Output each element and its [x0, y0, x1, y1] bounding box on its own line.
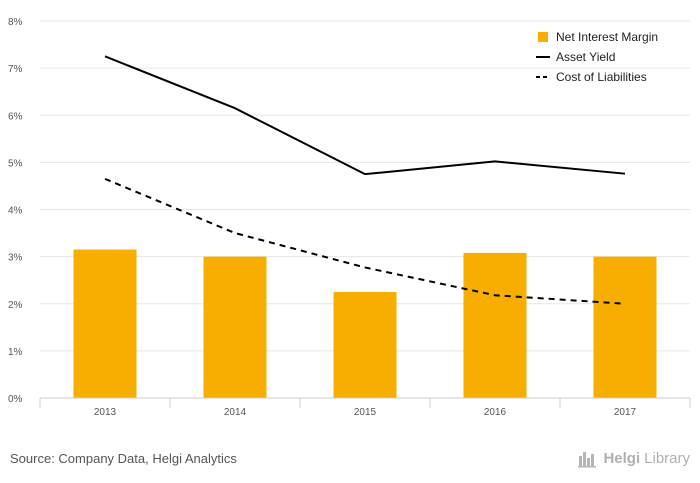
y-tick-label: 7% — [8, 64, 23, 75]
y-tick-label: 6% — [8, 111, 23, 122]
x-axis: 2013 2014 2015 2016 2017 — [39, 397, 691, 418]
legend: Net Interest Margin Asset Yield Cost of Li… — [536, 30, 658, 84]
legend-label: Net Interest Margin — [556, 30, 658, 44]
y-tick-label: 4% — [8, 206, 23, 217]
x-tick-label: 2014 — [224, 407, 247, 418]
grid — [40, 20, 690, 352]
source-note: Source: Company Data, Helgi Analytics — [10, 451, 237, 466]
bar-net-interest-margin — [73, 249, 137, 398]
bars — [73, 249, 657, 398]
y-axis-labels: 0% 1% 2% 3% 4% 5% 6% 7% 8% — [8, 17, 23, 405]
x-tick-label: 2016 — [484, 407, 507, 418]
lines — [104, 55, 626, 305]
helgi-library-logo-icon — [578, 452, 597, 468]
bar-net-interest-margin — [333, 291, 397, 398]
x-tick-label: 2017 — [614, 407, 637, 418]
y-tick-label: 2% — [8, 300, 23, 311]
legend-label: Asset Yield — [556, 50, 615, 64]
y-tick-label: 1% — [8, 347, 23, 358]
bar-net-interest-margin — [463, 252, 527, 398]
line-cost-of-liabilities — [104, 177, 626, 305]
brand-text-helgi: Helgi — [603, 449, 641, 467]
y-tick-label: 3% — [8, 253, 23, 264]
y-tick-label: 8% — [8, 17, 23, 28]
legend-swatch-net-interest-margin — [538, 32, 548, 42]
y-tick-label: 5% — [8, 158, 23, 169]
brand-logo: Helgi Library — [577, 448, 690, 468]
x-tick-label: 2013 — [94, 407, 117, 418]
y-tick-label: 0% — [8, 394, 23, 405]
bar-net-interest-margin — [593, 256, 657, 398]
bar-net-interest-margin — [203, 256, 267, 398]
line-asset-yield — [104, 55, 626, 176]
x-tick-label: 2015 — [354, 407, 377, 418]
brand-text-library: Library — [644, 449, 690, 467]
legend-label: Cost of Liabilities — [556, 70, 647, 84]
